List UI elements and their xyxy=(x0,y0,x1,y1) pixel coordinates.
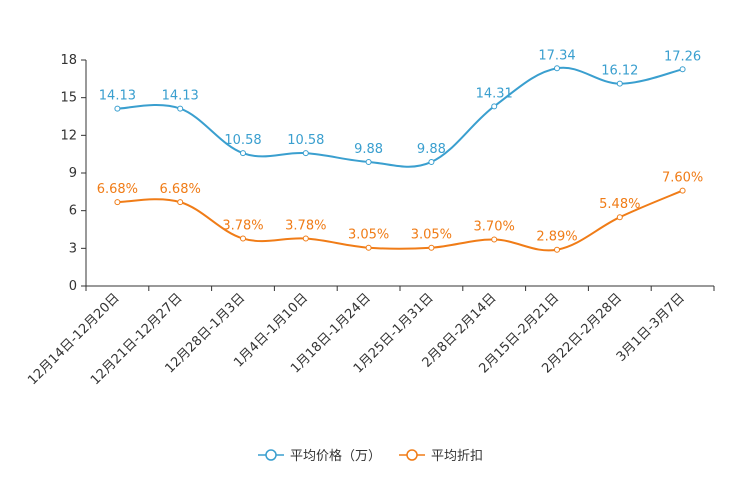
data-label: 3.70% xyxy=(474,220,515,235)
data-point[interactable] xyxy=(554,65,560,72)
data-point[interactable] xyxy=(240,235,246,242)
data-label: 3.05% xyxy=(348,228,389,243)
data-label: 5.48% xyxy=(599,197,640,212)
data-label: 3.78% xyxy=(222,219,263,234)
data-point[interactable] xyxy=(177,199,184,206)
data-point[interactable] xyxy=(302,150,309,157)
data-label: 6.68% xyxy=(97,182,138,197)
legend-label: 平均折扣 xyxy=(431,449,483,464)
data-point[interactable] xyxy=(302,235,309,242)
data-point[interactable] xyxy=(428,244,435,251)
data-label: 2.89% xyxy=(536,230,577,245)
data-label: 14.31 xyxy=(476,86,513,101)
data-label: 9.88 xyxy=(354,142,383,157)
data-point[interactable] xyxy=(114,105,121,112)
data-label: 17.26 xyxy=(664,49,701,64)
data-label: 14.13 xyxy=(99,89,136,104)
x-tick-label: 3月1日-3月7日 xyxy=(614,291,688,365)
y-tick-label: 12 xyxy=(60,128,77,143)
series-layer: 14.13 14.13 10.58 10.58 9.88 9.88 14.31 17.34 16… xyxy=(97,48,703,253)
data-point[interactable] xyxy=(365,158,372,165)
data-point[interactable] xyxy=(177,105,184,112)
data-label: 10.58 xyxy=(287,133,324,148)
legend-marker-icon xyxy=(406,449,418,461)
legend-item-1[interactable]: 平均折扣 xyxy=(399,449,483,464)
data-label: 9.88 xyxy=(417,142,446,157)
data-point[interactable] xyxy=(491,236,498,243)
data-point[interactable] xyxy=(616,214,623,221)
legend-marker-icon xyxy=(265,449,277,461)
data-label: 14.13 xyxy=(162,89,199,104)
y-tick-label: 0 xyxy=(69,279,77,294)
data-point[interactable] xyxy=(616,80,623,87)
data-label: 3.05% xyxy=(411,228,452,243)
y-tick-label: 6 xyxy=(69,204,77,219)
data-point[interactable] xyxy=(679,66,686,73)
data-point[interactable] xyxy=(491,103,498,110)
legend-item-0[interactable]: 平均价格（万） xyxy=(258,448,381,464)
y-tick-label: 3 xyxy=(69,241,77,256)
legend[interactable]: 平均价格（万） 平均折扣 xyxy=(258,448,483,464)
y-axis: 0 3 6 9 12 15 18 xyxy=(60,53,87,294)
series-line xyxy=(117,66,683,168)
y-tick-label: 18 xyxy=(60,53,77,68)
data-label: 17.34 xyxy=(538,48,575,63)
data-point[interactable] xyxy=(114,199,121,206)
y-tick-label: 9 xyxy=(69,166,77,181)
data-point[interactable] xyxy=(240,150,246,157)
x-axis: 12月14日-12月20日12月21日-12月27日12月28日-1月3日1月4… xyxy=(25,285,715,388)
data-label: 16.12 xyxy=(601,64,638,79)
data-label: 6.68% xyxy=(160,182,201,197)
series-0: 14.13 14.13 10.58 10.58 9.88 9.88 14.31 17.34 16… xyxy=(99,48,701,168)
data-point[interactable] xyxy=(365,244,372,251)
data-label: 7.60% xyxy=(662,171,703,186)
data-point[interactable] xyxy=(554,246,560,253)
legend-label: 平均价格（万） xyxy=(290,448,381,464)
data-point[interactable] xyxy=(679,187,686,194)
y-tick-label: 15 xyxy=(60,91,77,106)
series-1: 6.68% 6.68% 3.78% 3.78% 3.05% 3.05% 3.70% 2.89%… xyxy=(97,171,703,253)
data-point[interactable] xyxy=(428,158,435,165)
series-line xyxy=(117,189,683,252)
data-label: 3.78% xyxy=(285,219,326,234)
data-label: 10.58 xyxy=(224,133,261,148)
